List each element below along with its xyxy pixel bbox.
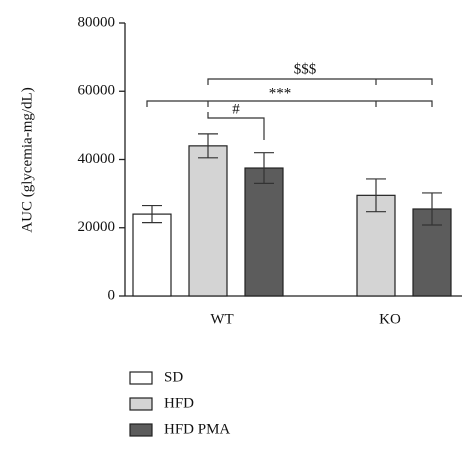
- y-tick-label: 80000: [78, 14, 116, 30]
- y-tick-label: 40000: [78, 151, 116, 167]
- annotation: #: [232, 101, 240, 117]
- legend-label: HFD: [164, 395, 194, 411]
- legend-swatch: [129, 423, 153, 437]
- x-tick-label: WT: [210, 311, 233, 327]
- bracket: [207, 78, 433, 85]
- y-tick-label: 0: [108, 287, 116, 303]
- annotation: $$$: [294, 61, 317, 77]
- annotation: ***: [269, 85, 292, 101]
- bar: [244, 167, 284, 297]
- legend-label: HFD PMA: [164, 421, 230, 437]
- legend-swatch: [129, 397, 153, 411]
- error-bar: [422, 192, 442, 226]
- y-axis-label: AUC (glycemia-mg/dL): [19, 87, 35, 232]
- bar: [188, 145, 228, 297]
- error-bar: [198, 133, 218, 159]
- error-bar: [366, 178, 386, 213]
- y-tick-label: 20000: [78, 219, 116, 235]
- legend-label: SD: [164, 369, 183, 385]
- bracket: [207, 112, 265, 140]
- error-bar: [254, 152, 274, 184]
- x-tick-label: KO: [379, 311, 401, 327]
- bar: [132, 213, 172, 297]
- bracket: [146, 100, 433, 107]
- error-bar: [142, 204, 162, 224]
- legend-swatch: [129, 371, 153, 385]
- significance-brackets: [146, 78, 433, 140]
- y-tick-label: 60000: [78, 83, 116, 99]
